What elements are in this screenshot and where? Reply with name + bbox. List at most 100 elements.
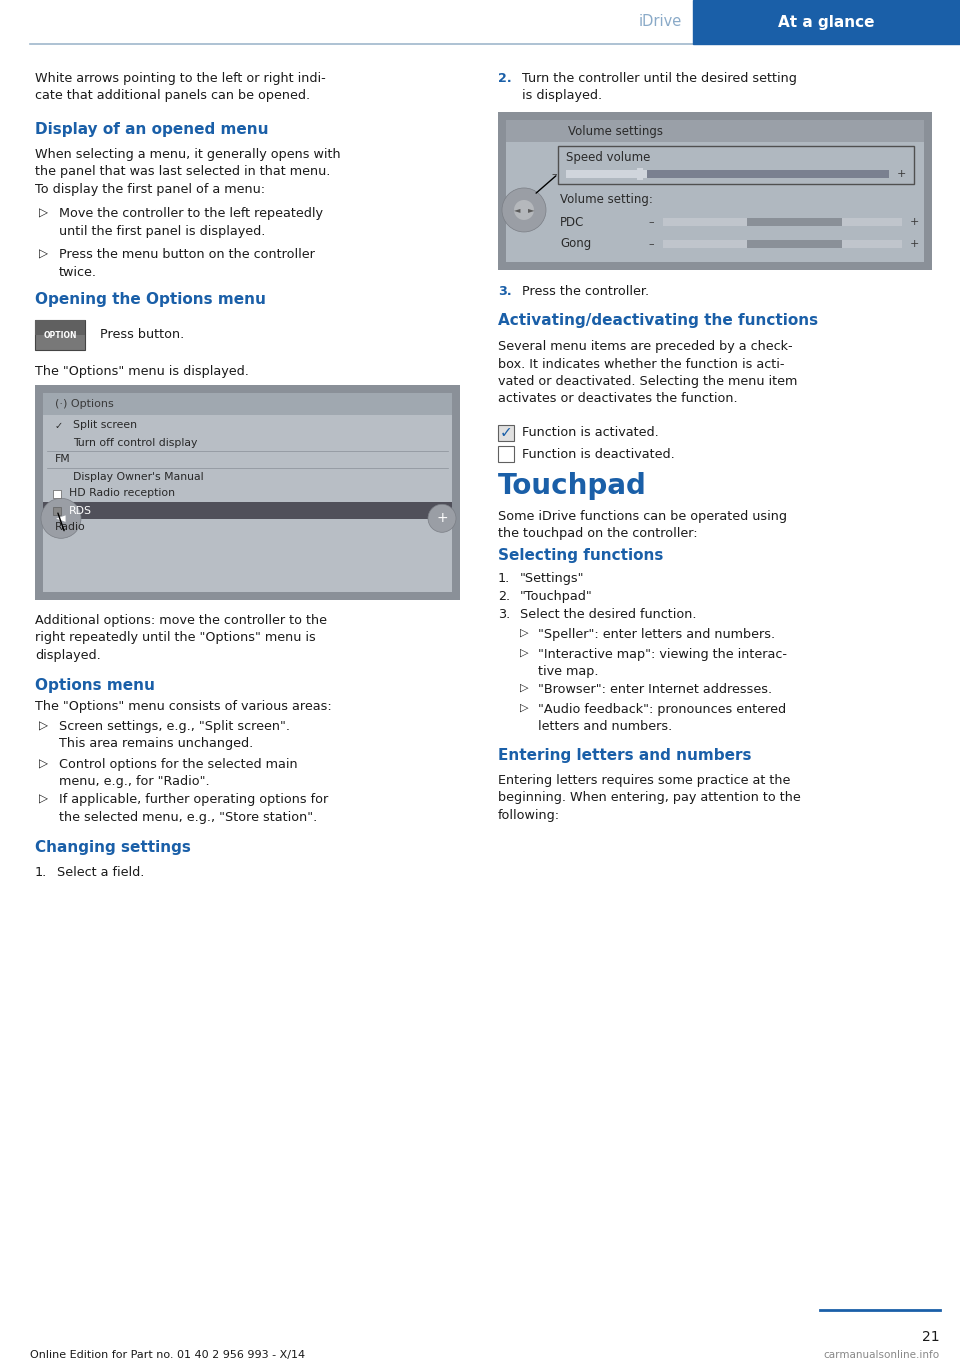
Bar [43,394,452,592]
Text: Online Edition for Part no. 01 40 2 956 993 - X/14: Online Edition for Part no. 01 40 2 956 … [30,1350,305,1361]
Text: ▷: ▷ [520,703,529,712]
Text: FM: FM [55,455,71,464]
Text: (·) Options: (·) Options [55,399,113,409]
Text: iDrive: iDrive [638,15,682,30]
Text: "Touchpad": "Touchpad" [520,590,592,603]
Bar [566,170,647,178]
Text: Press the menu button on the controller
twice.: Press the menu button on the controller … [59,248,315,278]
Text: Some iDrive functions can be operated using
the touchpad on the controller:: Some iDrive functions can be operated us… [498,509,787,541]
Text: ▷: ▷ [39,207,48,221]
Text: Speed volume: Speed volume [566,151,650,165]
Bar [35,320,85,350]
Circle shape [502,188,546,232]
Text: carmanualsonline.info: carmanualsonline.info [824,1350,940,1361]
Bar [35,320,85,335]
Bar [558,146,914,184]
Text: Entering letters and numbers: Entering letters and numbers [498,748,752,763]
Text: 3.: 3. [498,607,511,621]
Text: Activating/deactivating the functions: Activating/deactivating the functions [498,313,818,328]
Bar [53,507,61,515]
Text: Function is activated.: Function is activated. [522,426,659,440]
Text: Turn off control display: Turn off control display [73,437,198,448]
Bar [566,170,889,178]
Text: 2.: 2. [498,590,510,603]
Text: Press the controller.: Press the controller. [522,285,649,298]
Text: ▷: ▷ [520,628,529,637]
Bar [498,445,514,462]
Text: ◄: ◄ [57,512,66,524]
Text: Options menu: Options menu [35,678,155,693]
Bar [43,503,452,519]
Text: If applicable, further operating options for
the selected menu, e.g., "Store sta: If applicable, further operating options… [59,793,328,824]
Bar [747,218,842,226]
Text: 1.: 1. [498,572,511,586]
Text: –: – [648,217,654,227]
Text: When selecting a menu, it generally opens with
the panel that was last selected : When selecting a menu, it generally open… [35,148,341,196]
Text: –: – [648,238,654,249]
Text: ▷: ▷ [39,793,48,806]
Text: Display of an opened menu: Display of an opened menu [35,123,269,138]
Text: Control options for the selected main
menu, e.g., for "Radio".: Control options for the selected main me… [59,759,298,789]
Text: RDS: RDS [69,505,92,515]
Text: Several menu items are preceded by a check-
box. It indicates whether the functi: Several menu items are preceded by a che… [498,340,798,406]
Bar [663,218,902,226]
Circle shape [514,200,534,219]
Text: +: + [909,217,919,227]
Text: Select a field.: Select a field. [57,866,144,878]
Text: ◄: ◄ [514,206,520,214]
Text: ✓: ✓ [55,421,63,430]
Text: Turn the controller until the desired setting
is displayed.: Turn the controller until the desired se… [522,72,797,102]
Text: –: – [551,169,557,178]
Bar [693,0,960,44]
Text: ▷: ▷ [39,720,48,733]
Text: ▷: ▷ [39,248,48,262]
Text: White arrows pointing to the left or right indi-
cate that additional panels can: White arrows pointing to the left or rig… [35,72,325,102]
Text: ▷: ▷ [520,682,529,693]
Text: Volume settings: Volume settings [568,124,663,138]
Circle shape [41,498,81,538]
Text: OPTION: OPTION [43,331,77,339]
Text: Press button.: Press button. [100,328,184,342]
Circle shape [428,504,456,533]
Text: ►: ► [528,206,535,214]
Text: Volume setting:: Volume setting: [560,193,653,207]
Text: "Settings": "Settings" [520,572,585,586]
Bar [498,112,932,270]
Text: Gong: Gong [560,237,591,251]
Text: +: + [897,169,905,178]
Bar [35,385,460,601]
Text: Screen settings, e.g., "Split screen".
This area remains unchanged.: Screen settings, e.g., "Split screen". T… [59,720,290,750]
Text: +: + [436,511,447,526]
Text: +: + [909,238,919,249]
Text: Radio: Radio [55,523,85,533]
Text: Entering letters requires some practice at the
beginning. When entering, pay att: Entering letters requires some practice … [498,774,801,823]
Text: Function is deactivated.: Function is deactivated. [522,448,675,460]
Text: HD Radio reception: HD Radio reception [69,489,175,498]
Text: Additional options: move the controller to the
right repeatedly until the "Optio: Additional options: move the controller … [35,614,327,662]
Text: The "Options" menu consists of various areas:: The "Options" menu consists of various a… [35,700,332,712]
Text: 2.: 2. [498,72,512,84]
Bar [506,120,924,142]
Text: Move the controller to the left repeatedly
until the first panel is displayed.: Move the controller to the left repeated… [59,207,323,237]
Bar [53,489,61,497]
Text: At a glance: At a glance [778,15,875,30]
Bar [498,425,514,441]
Text: Changing settings: Changing settings [35,840,191,855]
Text: The "Options" menu is displayed.: The "Options" menu is displayed. [35,365,249,379]
Text: "Speller": enter letters and numbers.: "Speller": enter letters and numbers. [538,628,775,642]
Text: 1.: 1. [35,866,47,878]
Text: Touchpad: Touchpad [498,473,647,500]
Text: "Browser": enter Internet addresses.: "Browser": enter Internet addresses. [538,682,772,696]
Text: Select the desired function.: Select the desired function. [520,607,697,621]
Bar [747,240,842,248]
Text: ▷: ▷ [520,648,529,658]
Text: Opening the Options menu: Opening the Options menu [35,291,266,306]
Text: ✓: ✓ [499,425,513,440]
Bar [506,120,924,262]
Bar [43,394,452,415]
Text: Split screen: Split screen [73,421,137,430]
Text: 3.: 3. [498,285,512,298]
Text: ▷: ▷ [39,759,48,771]
Text: "Audio feedback": pronounces entered
letters and numbers.: "Audio feedback": pronounces entered let… [538,703,786,734]
Text: Display Owner's Manual: Display Owner's Manual [73,471,204,482]
